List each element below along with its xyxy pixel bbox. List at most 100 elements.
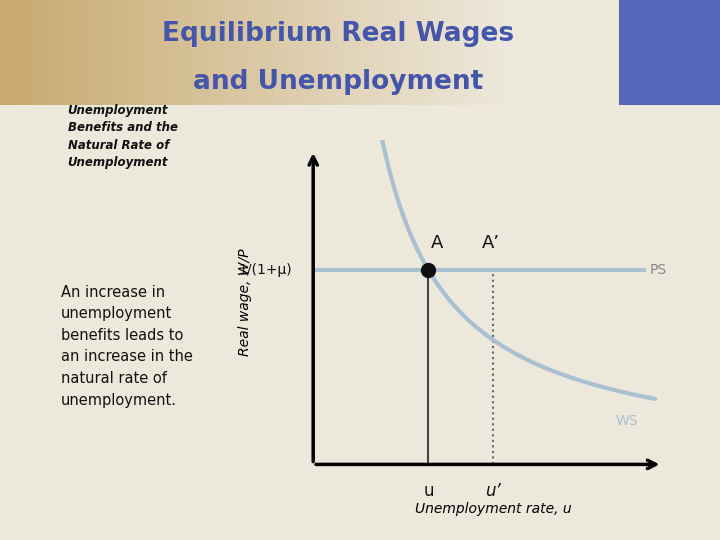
Bar xyxy=(439,0,447,105)
Bar xyxy=(605,0,613,105)
Bar xyxy=(94,0,102,105)
Bar xyxy=(72,0,80,105)
Text: Real wage, W/P: Real wage, W/P xyxy=(238,248,252,356)
Bar xyxy=(562,0,570,105)
Bar xyxy=(353,0,361,105)
Bar xyxy=(533,0,541,105)
Bar xyxy=(281,0,289,105)
Bar xyxy=(223,0,231,105)
Bar xyxy=(691,0,699,105)
Bar xyxy=(497,0,505,105)
Bar xyxy=(230,0,238,105)
Text: Unemployment rate, u: Unemployment rate, u xyxy=(415,502,572,516)
Bar xyxy=(619,0,627,105)
Bar xyxy=(461,0,469,105)
Bar xyxy=(274,0,282,105)
Bar xyxy=(324,0,332,105)
Bar xyxy=(576,0,584,105)
Bar xyxy=(619,0,720,105)
Bar xyxy=(526,0,534,105)
Bar xyxy=(518,0,526,105)
Bar xyxy=(259,0,267,105)
Bar xyxy=(130,0,138,105)
Bar xyxy=(482,0,490,105)
Bar xyxy=(504,0,512,105)
Bar xyxy=(569,0,577,105)
Bar xyxy=(115,0,123,105)
Bar xyxy=(641,0,649,105)
Bar xyxy=(346,0,354,105)
Bar xyxy=(238,0,246,105)
Bar xyxy=(612,0,620,105)
Bar xyxy=(583,0,591,105)
Bar xyxy=(180,0,188,105)
Bar xyxy=(317,0,325,105)
Bar xyxy=(295,0,303,105)
Bar xyxy=(338,0,346,105)
Bar xyxy=(151,0,159,105)
Bar xyxy=(209,0,217,105)
Bar xyxy=(446,0,454,105)
Bar xyxy=(252,0,260,105)
Bar xyxy=(86,0,94,105)
Bar xyxy=(511,0,519,105)
Bar xyxy=(382,0,390,105)
Bar xyxy=(374,0,382,105)
Bar xyxy=(36,0,44,105)
Bar xyxy=(655,0,663,105)
Bar xyxy=(468,0,476,105)
Bar xyxy=(454,0,462,105)
Bar xyxy=(108,0,116,105)
Bar xyxy=(432,0,440,105)
Bar xyxy=(547,0,555,105)
Bar xyxy=(0,0,8,105)
Bar xyxy=(266,0,274,105)
Bar xyxy=(403,0,411,105)
Text: Unemployment
Benefits and the
Natural Rate of
Unemployment: Unemployment Benefits and the Natural Ra… xyxy=(68,104,178,169)
Bar xyxy=(367,0,375,105)
Bar xyxy=(554,0,562,105)
Bar xyxy=(677,0,685,105)
Text: PS: PS xyxy=(650,263,667,277)
Bar xyxy=(490,0,498,105)
Bar xyxy=(7,0,15,105)
Bar xyxy=(598,0,606,105)
Bar xyxy=(670,0,678,105)
Bar xyxy=(698,0,706,105)
Bar xyxy=(144,0,152,105)
Text: and Unemployment: and Unemployment xyxy=(193,69,484,95)
Bar xyxy=(22,0,30,105)
Text: A’: A’ xyxy=(482,234,500,252)
Bar xyxy=(65,0,73,105)
Bar xyxy=(101,0,109,105)
Bar xyxy=(202,0,210,105)
Bar xyxy=(331,0,339,105)
Bar xyxy=(245,0,253,105)
Bar xyxy=(122,0,130,105)
Text: Equilibrium Real Wages: Equilibrium Real Wages xyxy=(162,21,515,46)
Bar xyxy=(58,0,66,105)
Bar xyxy=(634,0,642,105)
Bar xyxy=(158,0,166,105)
Bar xyxy=(684,0,692,105)
Text: u’: u’ xyxy=(485,482,501,500)
Bar xyxy=(590,0,598,105)
Bar xyxy=(475,0,483,105)
Text: WS: WS xyxy=(615,414,638,428)
Bar xyxy=(360,0,368,105)
Bar xyxy=(540,0,548,105)
Bar xyxy=(29,0,37,105)
Bar xyxy=(396,0,404,105)
Bar xyxy=(288,0,296,105)
Bar xyxy=(166,0,174,105)
Bar xyxy=(50,0,58,105)
Bar xyxy=(310,0,318,105)
Bar xyxy=(389,0,397,105)
Bar xyxy=(194,0,202,105)
Bar xyxy=(626,0,634,105)
Bar xyxy=(713,0,720,105)
Text: 1/(1+μ): 1/(1+μ) xyxy=(238,263,292,277)
Bar xyxy=(173,0,181,105)
Bar xyxy=(418,0,426,105)
Text: A: A xyxy=(431,234,444,252)
